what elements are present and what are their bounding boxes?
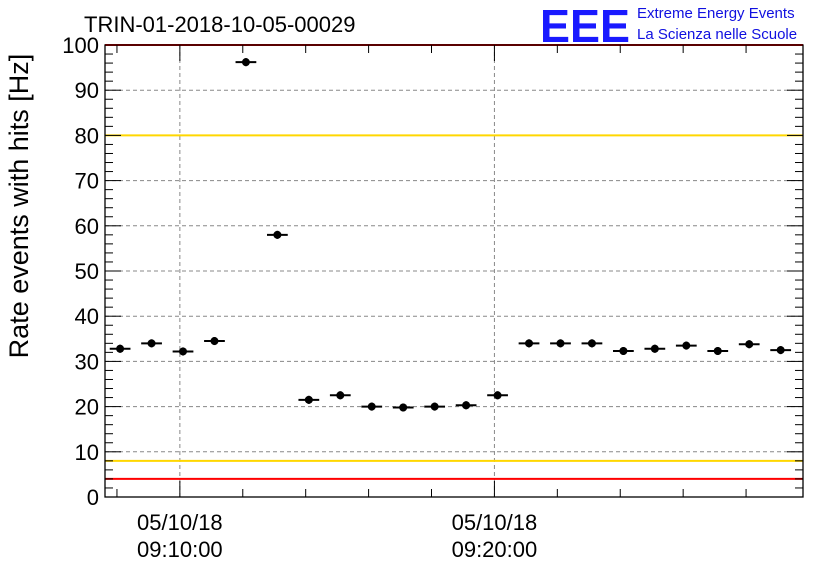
y-tick-label: 0 — [87, 485, 99, 510]
data-point — [487, 391, 508, 400]
data-marker — [682, 341, 691, 350]
y-tick-label: 90 — [75, 78, 99, 103]
y-tick-label: 100 — [62, 33, 99, 58]
plot-frame — [104, 44, 804, 498]
data-marker — [210, 337, 219, 346]
data-point — [707, 347, 729, 356]
data-marker — [525, 339, 534, 348]
data-point — [204, 337, 225, 346]
data-marker — [713, 347, 722, 356]
data-point — [109, 344, 131, 353]
data-marker — [493, 391, 502, 400]
data-marker — [650, 344, 659, 353]
x-tick-label-time: 09:20:00 — [452, 537, 538, 562]
data-point — [424, 402, 446, 411]
data-marker — [430, 402, 439, 411]
data-marker — [241, 58, 250, 67]
x-tick-label-date: 05/10/18 — [452, 510, 538, 535]
data-marker — [367, 402, 376, 411]
data-marker — [304, 395, 313, 404]
logo-mark: EEE — [540, 0, 630, 52]
data-point — [141, 339, 162, 348]
data-marker — [619, 347, 628, 356]
data-marker — [462, 401, 471, 410]
data-point — [518, 339, 540, 348]
data-point — [675, 341, 697, 350]
eee-logo: EEE Extreme Energy Events La Scienza nel… — [540, 0, 797, 52]
y-tick-label: 20 — [75, 395, 99, 420]
y-tick-label: 50 — [75, 259, 99, 284]
x-tick-label-time: 09:10:00 — [137, 537, 223, 562]
axis-ticks — [105, 44, 803, 498]
data-marker — [336, 391, 345, 400]
data-marker — [776, 346, 785, 355]
data-marker — [587, 339, 596, 348]
y-tick-labels: 0 10 20 30 40 50 60 70 80 90 100 — [62, 33, 99, 510]
logo-line-1: Extreme Energy Events — [637, 5, 795, 22]
data-marker — [745, 340, 754, 349]
data-point — [298, 395, 320, 404]
data-point — [361, 402, 383, 411]
data-marker — [556, 339, 565, 348]
y-tick-label: 40 — [75, 304, 99, 329]
data-point — [329, 391, 351, 400]
data-point — [172, 347, 194, 356]
data-marker — [147, 339, 156, 348]
data-point — [550, 339, 571, 348]
data-series — [109, 58, 792, 412]
y-tick-label: 30 — [75, 349, 99, 374]
data-point — [770, 346, 792, 355]
x-tick-label-date: 05/10/18 — [137, 510, 223, 535]
reference-lines — [105, 44, 803, 480]
data-point — [235, 58, 257, 67]
y-tick-label: 80 — [75, 123, 99, 148]
data-point — [644, 344, 666, 353]
y-tick-label: 70 — [75, 169, 99, 194]
logo-line-2: La Scienza nelle Scuole — [637, 26, 797, 43]
data-marker — [273, 230, 282, 239]
data-point — [266, 230, 288, 239]
y-tick-label: 60 — [75, 214, 99, 239]
data-point — [455, 401, 477, 410]
data-point — [738, 340, 760, 349]
chart-title: TRIN-01-2018-10-05-00029 — [84, 12, 356, 37]
grid-lines — [105, 45, 803, 497]
data-marker — [179, 347, 188, 356]
y-axis-label: Rate events with hits [Hz] — [4, 54, 34, 359]
data-marker — [116, 344, 125, 353]
data-marker — [399, 403, 408, 412]
data-point — [392, 403, 414, 412]
y-tick-label: 10 — [75, 440, 99, 465]
data-point — [581, 339, 603, 348]
data-point — [613, 347, 634, 356]
